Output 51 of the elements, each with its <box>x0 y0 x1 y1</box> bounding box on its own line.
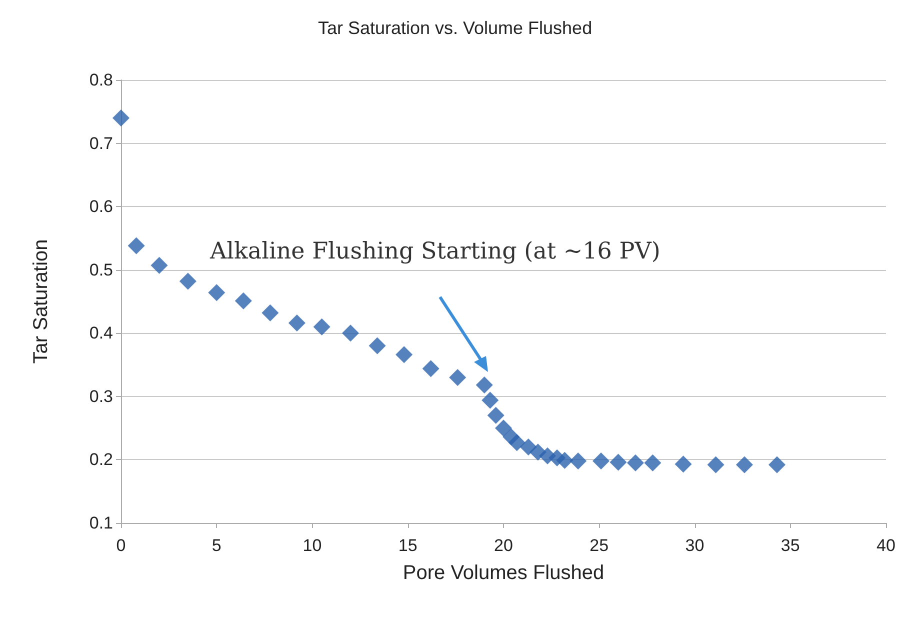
y-tick-label: 0.5 <box>89 260 113 280</box>
point <box>422 360 440 378</box>
x-tick-label: 5 <box>212 536 222 555</box>
y-tick-label: 0.8 <box>89 70 113 90</box>
point <box>128 237 145 254</box>
point <box>556 452 574 469</box>
x-tick-label: 35 <box>780 536 800 555</box>
x-tick-label: 10 <box>302 536 322 555</box>
point <box>150 256 168 274</box>
chart-title: Tar Saturation vs. Volume Flushed <box>318 18 592 38</box>
x-tick-label: 30 <box>685 536 704 555</box>
point <box>449 368 466 386</box>
x-axis-title: Pore Volumes Flushed <box>402 562 604 584</box>
point <box>262 304 279 322</box>
y-tick-label: 0.2 <box>89 450 113 470</box>
x-tick-label: 20 <box>494 536 513 555</box>
point <box>482 392 499 409</box>
point <box>313 318 330 336</box>
point <box>368 337 386 354</box>
point <box>495 420 512 437</box>
point <box>626 454 644 472</box>
annotation: Alkaline Flushing Starting (at ~16 PV) <box>209 238 660 264</box>
point <box>396 346 413 364</box>
point <box>674 456 692 473</box>
y-tick-label: 0.7 <box>89 134 113 153</box>
point <box>487 406 504 424</box>
point <box>520 438 537 456</box>
x-tick-label: 0 <box>116 536 126 555</box>
point <box>342 324 359 342</box>
y-tick-label: 0.3 <box>89 386 113 406</box>
point <box>570 452 587 470</box>
y-tick-label: 0.6 <box>89 197 113 216</box>
point <box>288 314 306 332</box>
x-tick-label: 25 <box>590 536 609 555</box>
point <box>736 456 753 474</box>
point <box>610 454 627 471</box>
x-tick-label: 15 <box>398 536 418 555</box>
x-tick-label: 40 <box>876 536 896 555</box>
point <box>208 284 226 302</box>
point <box>707 456 724 474</box>
point <box>476 376 493 394</box>
point <box>644 454 662 472</box>
point <box>508 434 526 452</box>
point <box>768 456 786 474</box>
point <box>234 292 252 310</box>
point <box>592 452 610 470</box>
y-tick-label: 0.1 <box>89 514 113 532</box>
y-tick-label: 0.4 <box>89 324 113 343</box>
y-axis-title: Tar Saturation <box>30 239 52 364</box>
point <box>112 109 130 126</box>
point <box>179 272 196 290</box>
